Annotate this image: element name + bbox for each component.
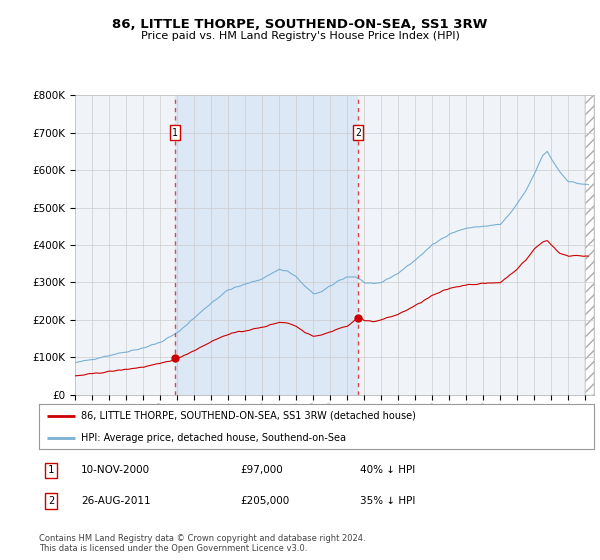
Text: 40% ↓ HPI: 40% ↓ HPI [360,465,415,475]
Text: 35% ↓ HPI: 35% ↓ HPI [360,496,415,506]
Text: Contains HM Land Registry data © Crown copyright and database right 2024.
This d: Contains HM Land Registry data © Crown c… [39,534,365,553]
Text: £205,000: £205,000 [240,496,289,506]
Text: 86, LITTLE THORPE, SOUTHEND-ON-SEA, SS1 3RW: 86, LITTLE THORPE, SOUTHEND-ON-SEA, SS1 … [112,18,488,31]
Text: 10-NOV-2000: 10-NOV-2000 [81,465,150,475]
Text: 86, LITTLE THORPE, SOUTHEND-ON-SEA, SS1 3RW (detached house): 86, LITTLE THORPE, SOUTHEND-ON-SEA, SS1 … [80,410,415,421]
Text: HPI: Average price, detached house, Southend-on-Sea: HPI: Average price, detached house, Sout… [80,433,346,443]
Text: 1: 1 [48,465,54,475]
Text: 26-AUG-2011: 26-AUG-2011 [81,496,151,506]
Text: Price paid vs. HM Land Registry's House Price Index (HPI): Price paid vs. HM Land Registry's House … [140,31,460,41]
Text: 1: 1 [172,128,178,138]
Bar [175,95,358,395]
Text: 2: 2 [355,128,361,138]
Text: 2: 2 [48,496,54,506]
Text: £97,000: £97,000 [240,465,283,475]
